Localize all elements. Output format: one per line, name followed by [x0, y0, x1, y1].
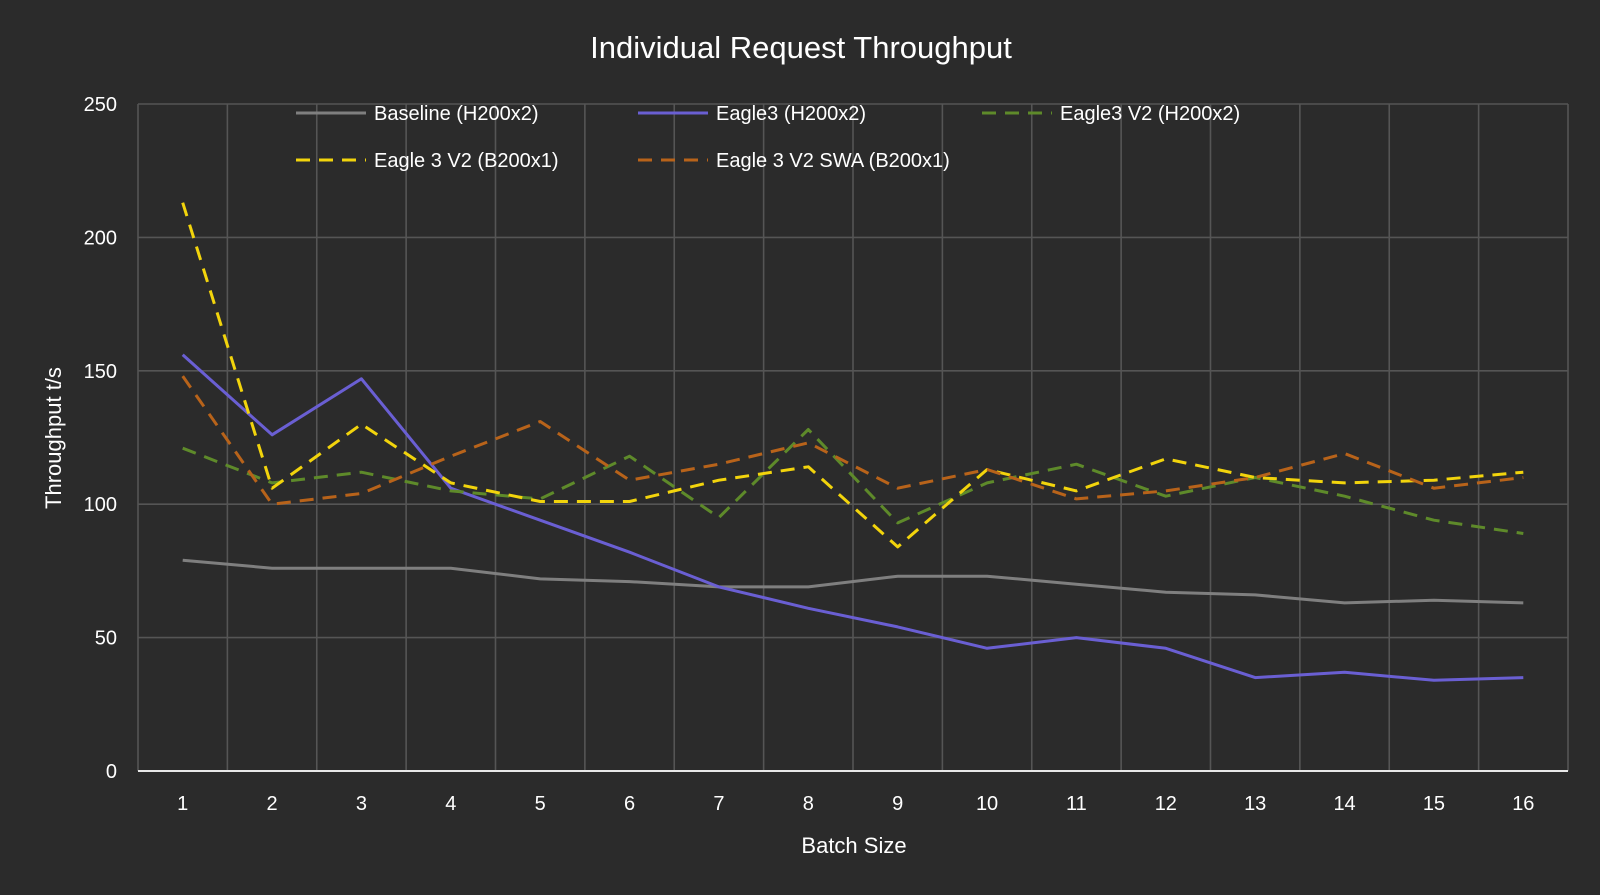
legend-label-2: Eagle3 (H200x2)	[716, 103, 866, 125]
x-tick-label: 9	[892, 793, 903, 815]
x-tick-label: 10	[976, 793, 998, 815]
y-tick-label: 200	[84, 227, 117, 249]
x-tick-label: 8	[803, 793, 814, 815]
x-tick-label: 15	[1423, 793, 1445, 815]
x-tick-label: 4	[445, 793, 456, 815]
x-tick-label: 16	[1512, 793, 1534, 815]
series-line-3	[182, 428, 1524, 535]
legend-label-5: Eagle 3 V2 SWA (B200x1)	[716, 150, 950, 172]
grid-lines	[137, 103, 1569, 771]
x-tick-label: 1	[177, 793, 188, 815]
x-tick-label: 2	[267, 793, 278, 815]
y-tick-label: 0	[106, 761, 117, 783]
y-tick-label: 150	[84, 361, 117, 383]
x-tick-label: 13	[1244, 793, 1266, 815]
y-tick-label: 100	[84, 494, 117, 516]
legend-label-4: Eagle 3 V2 (B200x1)	[374, 150, 559, 172]
series-lines	[181, 202, 1524, 682]
series-line-4	[181, 202, 1524, 549]
x-tick-label: 11	[1066, 793, 1087, 815]
y-axis-title: Throughput t/s	[41, 367, 66, 509]
x-tick-label: 6	[624, 793, 635, 815]
x-tick-label: 5	[535, 793, 546, 815]
series-line-2	[181, 353, 1524, 682]
legend-label-1: Baseline (H200x2)	[374, 103, 539, 125]
y-tick-label: 50	[95, 628, 117, 650]
x-tick-label: 7	[713, 793, 724, 815]
series-line-1	[182, 558, 1524, 605]
legend-label-3: Eagle3 V2 (H200x2)	[1060, 103, 1240, 125]
y-tick-label: 250	[84, 94, 117, 116]
x-tick-label: 12	[1155, 793, 1177, 815]
chart-title: Individual Request Throughput	[590, 30, 1012, 65]
x-tick-label: 3	[356, 793, 367, 815]
legend: Baseline (H200x2) Eagle3 (H200x2) Eagle3 V…	[296, 103, 1240, 172]
x-axis-title: Batch Size	[801, 833, 906, 858]
x-tick-label: 14	[1333, 793, 1355, 815]
